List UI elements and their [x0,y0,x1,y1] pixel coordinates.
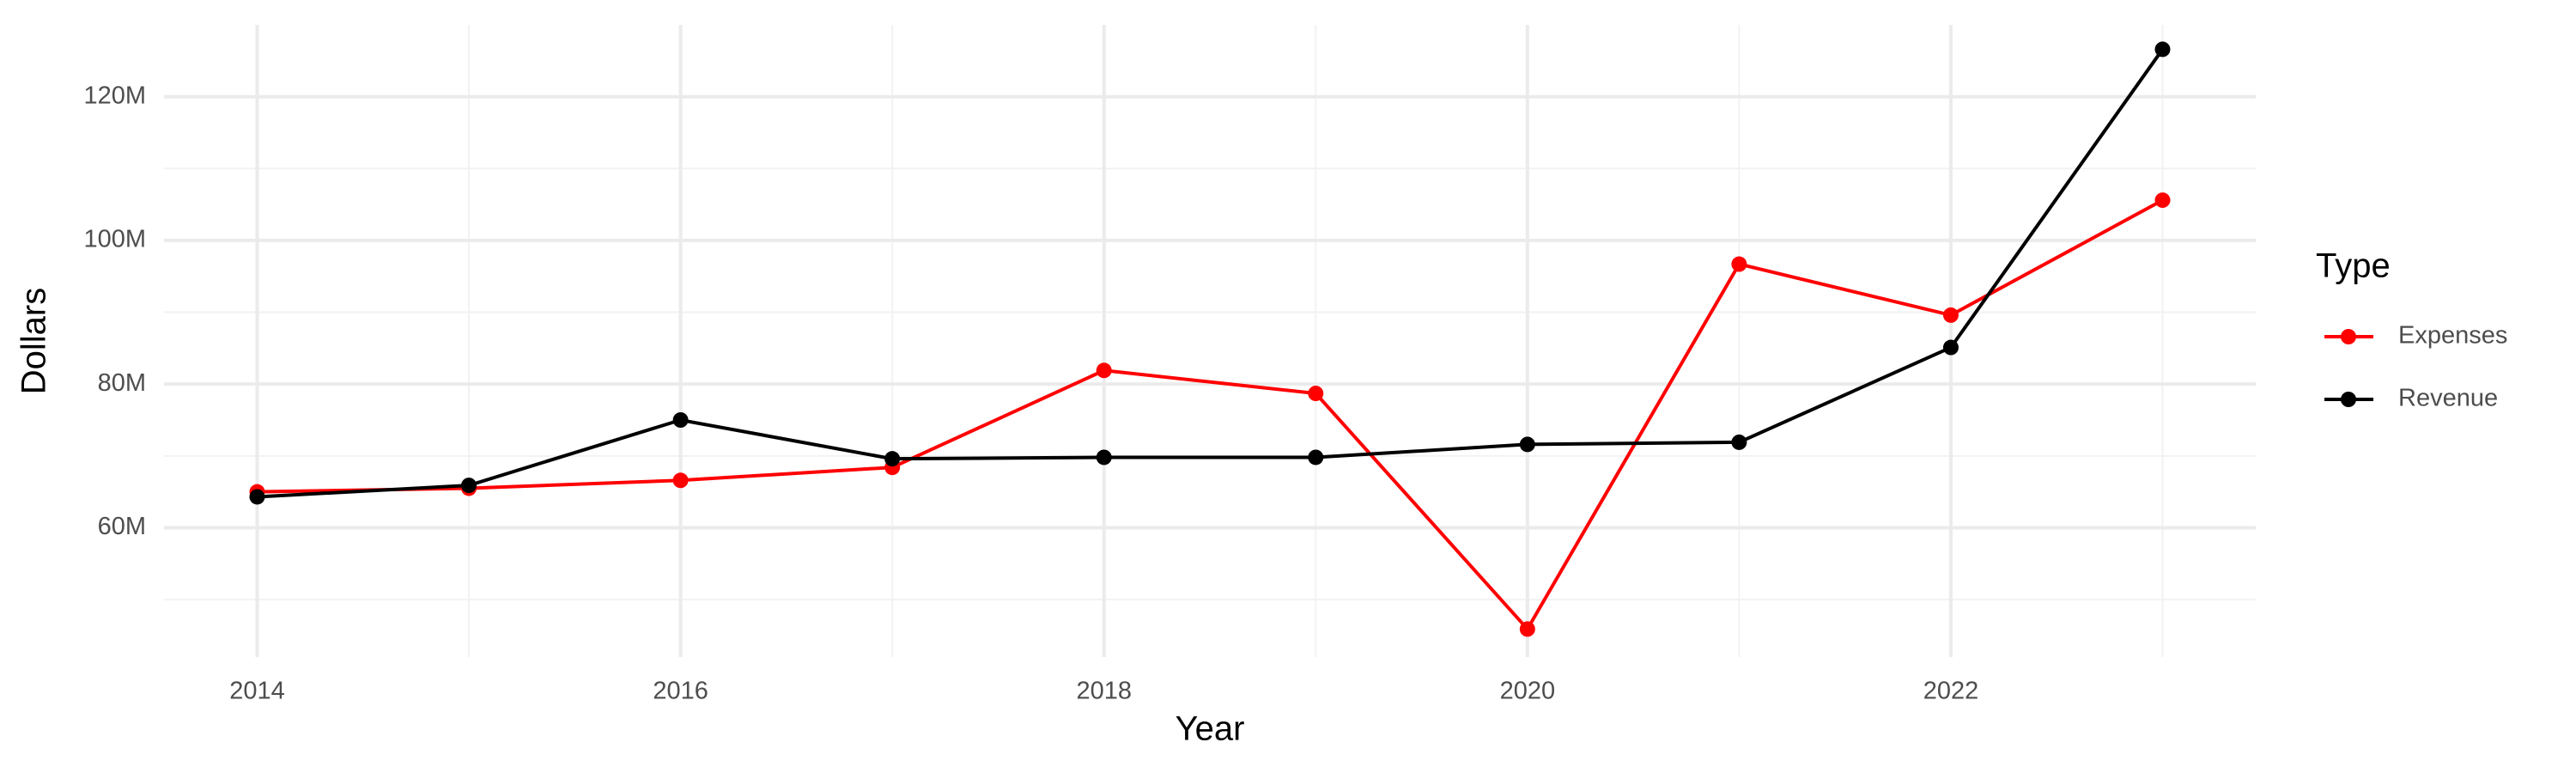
legend-label: Expenses [2398,322,2507,350]
data-point [1096,362,1112,379]
data-point [1308,386,1324,402]
series-line [257,198,2164,632]
data-point [672,412,689,428]
data-point [672,472,689,489]
x-tick-label: 2014 [229,678,285,705]
data-point [1519,436,1535,453]
x-tick-label: 2020 [1500,678,1556,705]
legend-title: Type [2316,247,2391,285]
legend-key-point [2341,329,2356,344]
data-point [1942,307,1959,323]
data-point [1308,449,1324,466]
data-point [1096,449,1112,466]
data-point [1519,621,1535,637]
x-tick-label: 2016 [653,678,708,705]
legend-key-point [2341,392,2356,407]
data-point [2154,192,2171,209]
x-tick-label: 2018 [1076,678,1132,705]
data-point [884,451,901,467]
y-tick-label: 120M [83,82,146,109]
legend-label: Revenue [2398,385,2498,412]
data-point [1731,434,1747,450]
series-line [257,48,2165,499]
data-point [2154,41,2171,58]
x-axis-title: Year [1176,710,1245,748]
y-tick-label: 80M [98,369,146,397]
y-tick-label: 100M [83,226,146,253]
y-tick-label: 60M [98,513,146,540]
data-point [461,478,477,494]
data-point [1942,339,1959,356]
data-point [249,489,265,505]
x-tick-label: 2022 [1923,678,1979,705]
y-axis-title: Dollars [15,288,53,394]
data-point [1731,256,1747,272]
